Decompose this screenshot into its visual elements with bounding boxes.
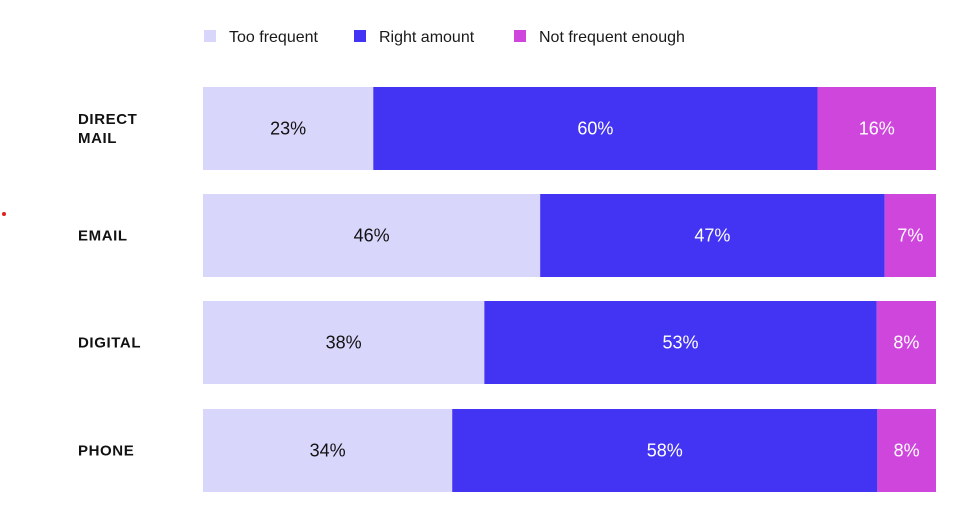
data-label-2-2: 8% [893,333,919,353]
legend-swatch-0 [204,30,216,42]
bars-group: DIRECT MAIL 23% 60% 16% EMAIL 46% 47% 7% DIGITAL 3… [78,87,936,492]
bar-segment-0-2 [817,87,936,170]
legend-label-1: Right amount [379,29,475,46]
red-dot-mark [2,212,6,216]
category-label-2: DIGITAL [78,335,141,352]
data-label-2-1: 53% [663,333,699,353]
category-label-0: DIRECT MAIL [78,111,137,147]
data-label-1-1: 47% [694,226,730,246]
bar-segment-1-1 [540,194,885,277]
legend-swatch-1 [354,30,366,42]
category-label-3: PHONE [78,443,134,460]
data-label-1-2: 7% [897,226,923,246]
bar-segment-3-1 [452,409,878,492]
data-label-0-0: 23% [270,119,306,139]
data-label-0-2: 16% [859,119,895,139]
bar-segment-1-2 [884,194,936,277]
data-label-2-0: 38% [326,333,362,353]
category-label-1: EMAIL [78,228,128,245]
bar-segment-1-0 [203,194,541,277]
bar-segment-3-2 [877,409,936,492]
data-label-0-1: 60% [577,119,613,139]
bar-segment-2-1 [484,301,877,384]
bar-segment-0-0 [203,87,374,170]
data-label-3-0: 34% [310,441,346,461]
bar-segment-3-0 [203,409,453,492]
legend-swatch-2 [514,30,526,42]
legend: Too frequent Right amount Not frequent eno… [204,29,685,46]
data-label-3-1: 58% [647,441,683,461]
bar-segment-0-1 [373,87,818,170]
legend-label-2: Not frequent enough [539,29,685,46]
legend-label-0: Too frequent [229,29,319,46]
data-label-3-2: 8% [894,441,920,461]
bar-segment-2-2 [876,301,936,384]
bar-segment-2-0 [203,301,485,384]
data-label-1-0: 46% [354,226,390,246]
